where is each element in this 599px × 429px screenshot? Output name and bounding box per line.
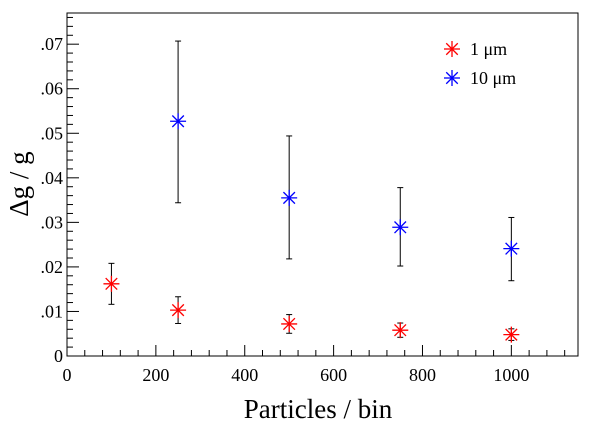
y-axis-tick-labels: 0 .01 .02 .03 .04 .05 .06 .07 [41, 34, 64, 366]
data-point [170, 113, 187, 130]
legend-marker [444, 41, 460, 57]
error-bars [108, 40, 515, 341]
x-tick-label: 0 [63, 365, 72, 385]
data-point [503, 240, 520, 257]
legend-label: 1 μm [470, 39, 507, 59]
x-tick-label: 1000 [493, 365, 529, 385]
x-tick-label: 600 [320, 365, 347, 385]
x-axis-tick-labels: 0 200 400 600 800 1000 [63, 365, 530, 385]
y-tick-label: .06 [41, 79, 64, 99]
y-tick-label: .07 [41, 34, 64, 54]
x-tick-label: 400 [231, 365, 258, 385]
legend-item: 10 μm [444, 68, 516, 88]
y-tick-label: .04 [41, 168, 64, 188]
x-tick-label: 800 [409, 365, 436, 385]
legend-item: 1 μm [444, 39, 507, 59]
data-points [103, 113, 520, 343]
x-axis-ticks [66, 345, 566, 356]
y-axis-ticks [67, 16, 79, 357]
legend: 1 μm 10 μm [444, 39, 516, 88]
y-tick-label: .05 [41, 123, 64, 143]
plot-frame [66, 12, 579, 357]
y-tick-label: .02 [41, 257, 64, 277]
data-point [281, 189, 298, 206]
y-tick-label: .01 [41, 301, 64, 321]
y-axis-title: Δg / g [4, 151, 34, 216]
data-point [170, 302, 187, 319]
x-axis-title: Particles / bin [244, 394, 393, 424]
data-point [503, 326, 520, 343]
data-point [281, 315, 298, 332]
legend-marker [444, 70, 460, 86]
x-tick-label: 200 [142, 365, 169, 385]
data-point [103, 275, 120, 292]
y-tick-label: .03 [41, 212, 64, 232]
data-point [392, 322, 409, 339]
legend-label: 10 μm [470, 68, 516, 88]
data-point [392, 219, 409, 236]
y-tick-label: 0 [54, 346, 63, 366]
